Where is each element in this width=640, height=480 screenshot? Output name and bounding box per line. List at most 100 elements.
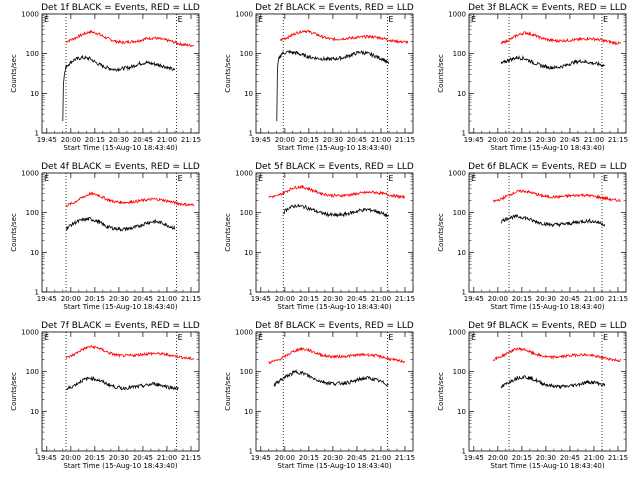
x-axis-label: Start Time (15-Aug-10 18:43:40) (490, 462, 604, 470)
x-tick-label: 21:00 (157, 295, 177, 303)
panel-title: Det 1f BLACK = Events, RED = LLD (41, 3, 200, 13)
events-series-line (500, 375, 606, 390)
plot-frame (255, 172, 414, 293)
x-tick-label: 20:15 (512, 136, 532, 144)
x-axis-label: Start Time (15-Aug-10 18:43:40) (277, 144, 391, 152)
y-tick-label: 10 (457, 408, 466, 416)
x-tick-label: 20:15 (85, 136, 105, 144)
y-tick-label: 1 (249, 448, 253, 456)
y-tick-label: 1 (462, 130, 466, 138)
marker-e-left: E (258, 15, 263, 24)
panel-title: Det 9f BLACK = Events, RED = LLD (468, 321, 627, 331)
y-tick-label: 10 (244, 90, 253, 98)
y-tick-label: 1000 (21, 329, 39, 337)
y-axis-label: Counts/sec (437, 54, 445, 93)
x-tick-label: 20:00 (488, 295, 508, 303)
x-tick-label: 20:30 (536, 454, 556, 462)
x-tick-label: 21:00 (371, 136, 391, 144)
panel-title: Det 8f BLACK = Events, RED = LLD (255, 321, 414, 331)
x-tick-label: 20:15 (512, 454, 532, 462)
y-tick-label: 100 (453, 209, 466, 217)
plot-frame (41, 13, 200, 134)
y-tick-label: 1000 (448, 11, 466, 19)
x-tick-label: 20:30 (536, 295, 556, 303)
x-tick-label: 20:00 (275, 136, 295, 144)
x-tick-label: 20:45 (133, 454, 153, 462)
lld-series-line (268, 347, 405, 365)
x-tick-label: 21:15 (608, 136, 628, 144)
y-tick-label: 100 (240, 368, 253, 376)
y-tick-label: 10 (30, 408, 39, 416)
y-tick-label: 100 (26, 50, 39, 58)
marker-e-left: E (471, 333, 476, 342)
y-axis-label: Counts/sec (224, 372, 232, 411)
x-axis-label: Start Time (15-Aug-10 18:43:40) (490, 303, 604, 311)
x-axis-label: Start Time (15-Aug-10 18:43:40) (63, 462, 177, 470)
y-axis-label: Counts/sec (10, 54, 18, 93)
x-tick-label: 20:00 (61, 136, 81, 144)
x-tick-label: 19:45 (37, 295, 57, 303)
marker-e-right: E (388, 174, 393, 183)
x-tick-label: 20:30 (109, 454, 129, 462)
x-tick-label: 20:45 (560, 454, 580, 462)
x-axis-label: Start Time (15-Aug-10 18:43:40) (63, 303, 177, 311)
x-tick-label: 21:15 (181, 295, 201, 303)
x-tick-label: 19:45 (464, 136, 484, 144)
x-tick-label: 20:45 (347, 295, 367, 303)
y-tick-label: 1 (35, 448, 39, 456)
x-tick-label: 20:30 (323, 136, 343, 144)
y-tick-label: 1 (249, 289, 253, 297)
y-tick-label: 1 (35, 130, 39, 138)
x-tick-label: 20:15 (85, 295, 105, 303)
x-tick-label: 21:15 (395, 295, 415, 303)
x-tick-label: 19:45 (251, 295, 271, 303)
x-tick-label: 20:15 (299, 136, 319, 144)
x-tick-label: 19:45 (37, 454, 57, 462)
x-tick-label: 21:00 (371, 295, 391, 303)
x-tick-label: 20:00 (488, 454, 508, 462)
marker-e-right: E (603, 333, 608, 342)
lld-series-line (65, 29, 195, 47)
plot-frame (468, 13, 627, 134)
x-tick-label: 20:15 (85, 454, 105, 462)
x-axis-label: Start Time (15-Aug-10 18:43:40) (63, 144, 177, 152)
y-tick-label: 10 (244, 408, 253, 416)
lld-series-line (492, 189, 621, 203)
y-tick-label: 1000 (21, 11, 39, 19)
lld-series-line (279, 29, 409, 45)
x-tick-label: 21:15 (395, 136, 415, 144)
y-tick-label: 1 (462, 289, 466, 297)
y-axis-label: Counts/sec (10, 213, 18, 252)
marker-e-right: E (178, 174, 183, 183)
marker-e-left: E (44, 333, 49, 342)
y-tick-label: 100 (240, 209, 253, 217)
x-tick-label: 19:45 (251, 136, 271, 144)
detector-panel-8: Det 8f BLACK = Events, RED = LLD 1 10 100 10… (224, 321, 415, 470)
y-axis-label: Counts/sec (437, 213, 445, 252)
x-tick-label: 21:15 (181, 136, 201, 144)
y-axis-label: Counts/sec (224, 54, 232, 93)
lld-series-line (65, 191, 195, 208)
y-tick-label: 1000 (235, 170, 253, 178)
x-tick-label: 20:30 (536, 136, 556, 144)
x-tick-label: 19:45 (251, 454, 271, 462)
events-series-line (500, 55, 605, 70)
y-tick-label: 1000 (21, 170, 39, 178)
events-series-line (62, 54, 176, 122)
y-tick-label: 1000 (235, 329, 253, 337)
y-axis-label: Counts/sec (10, 372, 18, 411)
x-tick-label: 20:00 (61, 295, 81, 303)
x-tick-label: 20:00 (61, 454, 81, 462)
y-tick-label: 10 (244, 249, 253, 257)
plot-frame (468, 331, 627, 452)
y-tick-label: 10 (30, 90, 39, 98)
x-tick-label: 20:45 (560, 295, 580, 303)
events-series-line (276, 49, 390, 122)
marker-e-left: E (471, 174, 476, 183)
lld-series-line (65, 344, 195, 361)
marker-e-left: E (471, 15, 476, 24)
panel-title: Det 5f BLACK = Events, RED = LLD (255, 162, 414, 172)
detector-panel-2: Det 2f BLACK = Events, RED = LLD 1 10 100 10… (224, 3, 415, 152)
x-tick-label: 21:15 (608, 295, 628, 303)
